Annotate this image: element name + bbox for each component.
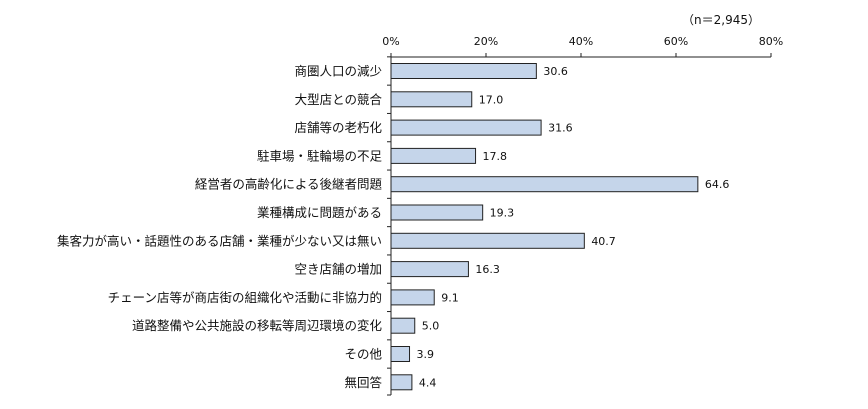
value-label: 31.6 [548, 122, 573, 135]
category-label: 無回答 [344, 375, 382, 390]
category-label: 商圏人口の減少 [294, 64, 382, 79]
category-labels: 商圏人口の減少大型店との競合店舗等の老朽化駐車場・駐輪場の不足経営者の高齢化によ… [57, 64, 383, 390]
x-tick-label: 40% [569, 35, 593, 48]
value-label: 40.7 [591, 235, 616, 248]
value-label: 5.0 [422, 320, 440, 333]
category-label: 道路整備や公共施設の移転等周辺環境の変化 [132, 318, 383, 333]
category-label: 経営者の高齢化による後継者問題 [195, 177, 383, 192]
category-label: 空き店舗の増加 [294, 262, 382, 277]
category-label: チェーン店等が商店街の組織化や活動に非協力的 [108, 290, 382, 305]
x-axis-ticks: 0% 20% 40% 60% 80% [382, 35, 783, 57]
sample-size-note: （n＝2,945） [682, 13, 760, 27]
value-label: 19.3 [490, 207, 515, 220]
x-tick-label: 60% [664, 35, 688, 48]
bar [390, 232, 585, 249]
value-label: 17.8 [483, 150, 508, 163]
axes [387, 56, 771, 396]
x-tick-label: 80% [759, 35, 783, 48]
category-label: 店舗等の老朽化 [294, 120, 382, 135]
value-label: 9.1 [441, 291, 459, 304]
x-tick-label: 20% [474, 35, 498, 48]
bars [390, 63, 699, 391]
x-tick-label: 0% [382, 35, 399, 48]
bar [390, 289, 435, 306]
bar [390, 317, 416, 334]
category-label: 駐車場・駐輪場の不足 [257, 148, 383, 163]
value-label: 16.3 [475, 263, 500, 276]
category-label: 集客力が高い・話題性のある店舗・業種が少ない又は無い [57, 233, 382, 248]
bar [390, 204, 484, 221]
value-label: 3.9 [417, 348, 435, 361]
value-label: 4.4 [419, 376, 437, 389]
bar [390, 374, 413, 391]
bar [390, 63, 537, 79]
value-labels: 30.6 17.0 31.6 17.8 64.6 19.3 40.7 16.3 9.1 5.0 3.… [417, 65, 730, 389]
bar [390, 147, 477, 164]
category-label: 大型店との競合 [295, 92, 383, 107]
bar [390, 261, 469, 278]
value-label: 30.6 [543, 65, 568, 78]
bar [390, 119, 542, 136]
category-label: 業種構成に問題がある [257, 205, 382, 220]
bar [390, 346, 411, 362]
bar [390, 91, 473, 108]
category-label: その他 [344, 347, 382, 362]
value-label: 17.0 [479, 93, 504, 106]
value-label: 64.6 [705, 178, 730, 191]
bar [390, 176, 699, 193]
